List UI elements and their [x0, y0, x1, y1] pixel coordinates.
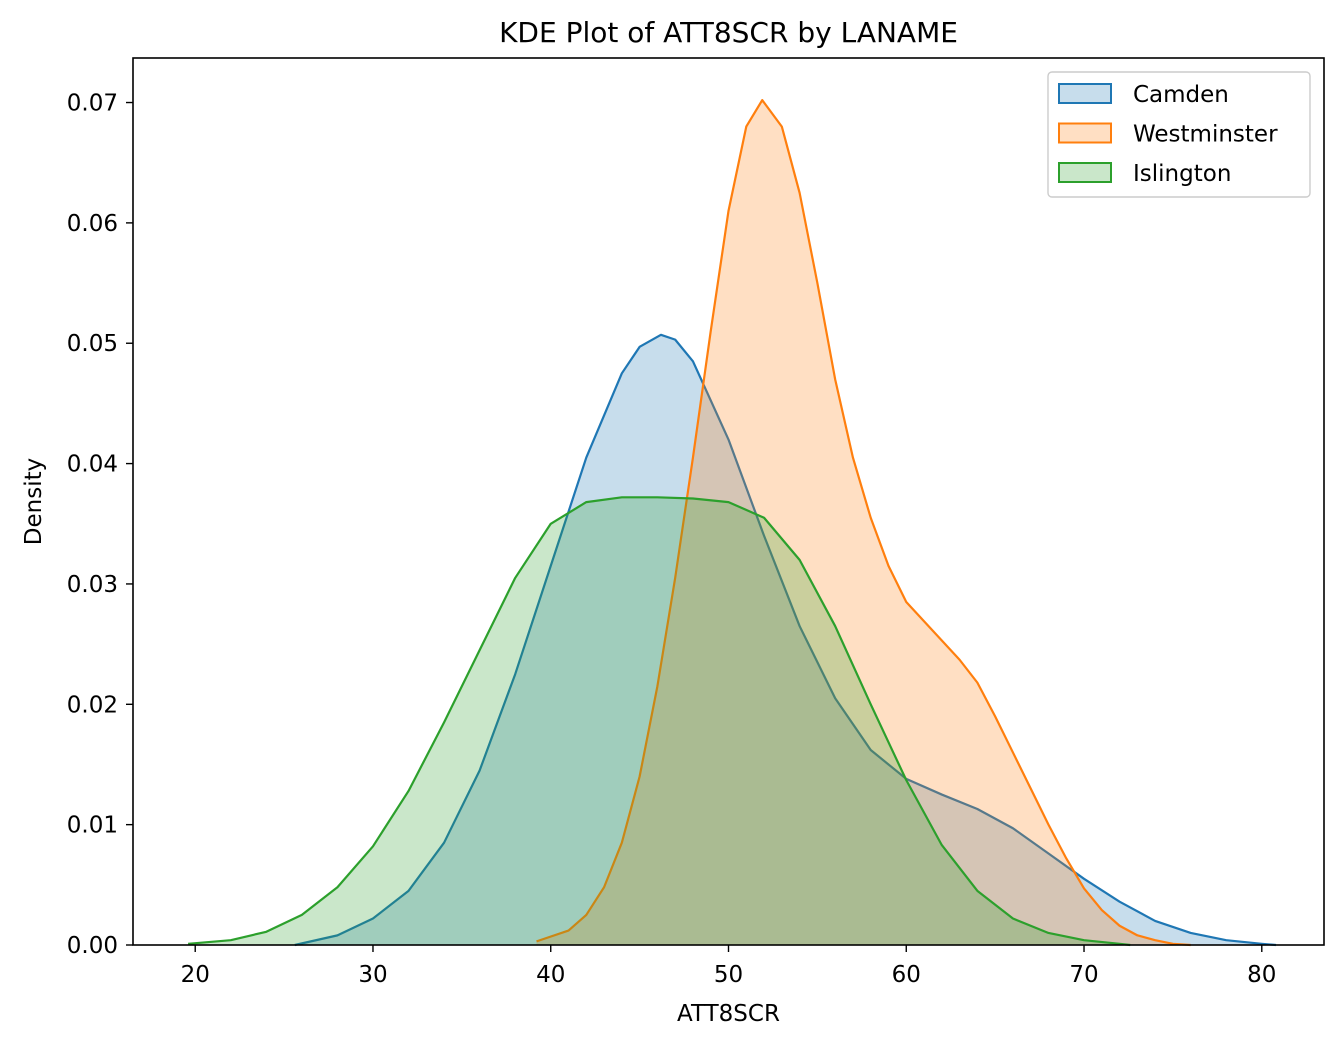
x-tick-label: 80 [1247, 962, 1276, 988]
legend-swatch-bg [1059, 84, 1111, 103]
series-area-islington [188, 497, 1131, 945]
legend-box [1047, 71, 1311, 198]
y-tick-label: 0.00 [67, 933, 118, 959]
x-tick-label: 60 [892, 962, 921, 988]
series-area-camden [294, 334, 1276, 945]
x-axis-label: ATT8SCR [677, 1001, 780, 1027]
x-tick-label: 70 [1069, 962, 1098, 988]
y-tick-label: 0.04 [67, 452, 118, 478]
x-tick-label: 20 [181, 962, 210, 988]
series-line-camden [294, 333, 1277, 947]
x-tick-label: 40 [536, 962, 565, 988]
legend-label: Camden [1133, 82, 1229, 108]
x-tick-label: 50 [714, 962, 743, 988]
legend-item-camden: Camden [1058, 82, 1229, 108]
y-tick-label: 0.03 [67, 572, 118, 598]
legend-swatch [1058, 162, 1112, 183]
legend: Camden Westminster Islington [1047, 71, 1311, 198]
legend-item-westminster: Westminster [1058, 122, 1278, 148]
series-line-westminster [536, 99, 1191, 947]
legend-label: Islington [1133, 161, 1231, 187]
legend-swatch [1058, 83, 1112, 104]
y-tick-label: 0.06 [67, 211, 118, 237]
series-line-islington [188, 496, 1131, 947]
y-tick-label: 0.01 [67, 813, 118, 839]
legend-swatch-bg [1059, 123, 1111, 143]
legend-item-islington: Islington [1058, 161, 1231, 187]
legend-swatch-bg [1059, 163, 1111, 182]
y-axis-label: Density [21, 458, 47, 545]
y-tick-label: 0.05 [67, 331, 118, 357]
x-tick-label: 30 [358, 962, 387, 988]
y-tick-label: 0.07 [67, 91, 118, 117]
chart-title: KDE Plot of ATT8SCR by LANAME [499, 16, 958, 49]
legend-swatch [1058, 122, 1112, 144]
x-axis: 20 30 40 50 60 70 80 [181, 945, 1276, 988]
series-area-westminster [536, 100, 1191, 946]
series-layer [188, 99, 1277, 947]
legend-label: Westminster [1133, 122, 1278, 148]
y-tick-label: 0.02 [67, 692, 118, 718]
y-axis: 0.00 0.01 0.02 0.03 0.04 0.05 0.06 0.07 [67, 91, 133, 959]
